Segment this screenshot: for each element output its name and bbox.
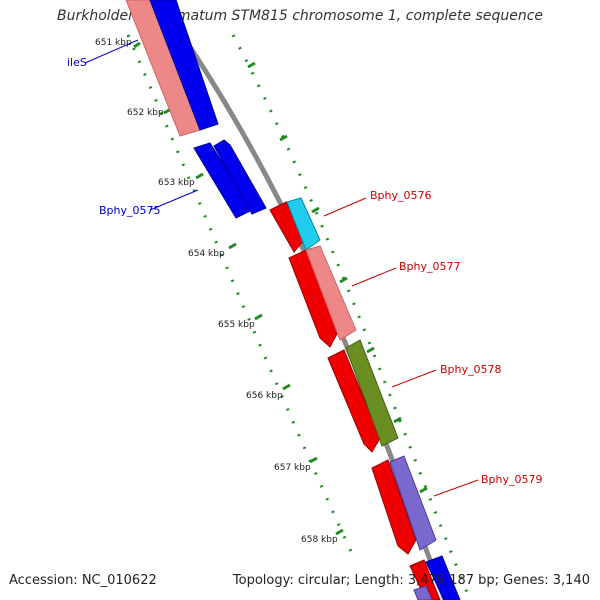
gene-blue-bottom <box>425 555 461 600</box>
tick-label-652: 652 kbp <box>127 108 164 118</box>
gene-light-blue <box>286 197 321 251</box>
tick-label-651: 651 kbp <box>95 38 132 48</box>
genome-summary-text: Topology: circular; Length: 3,479,187 bp… <box>232 573 590 588</box>
accession-text: Accession: NC_010622 <box>9 573 157 588</box>
tick-label-653: 653 kbp <box>158 178 195 188</box>
gene-label-bphy-0575[interactable]: Bphy_0575 <box>99 204 161 217</box>
tick-label-655: 655 kbp <box>218 320 255 330</box>
gene-red-4 <box>371 459 417 555</box>
tick-label-656: 656 kbp <box>246 391 283 401</box>
gene-red-3 <box>327 349 381 453</box>
major-ticks <box>133 41 428 536</box>
gene-lavender-bphy-0579 <box>389 455 437 551</box>
gene-blue-upper <box>149 0 219 131</box>
gene-label-bphy-0576[interactable]: Bphy_0576 <box>370 189 432 202</box>
gene-lavender-bottom <box>413 585 433 600</box>
gene-blue-bphy-0575-b <box>213 139 267 215</box>
gene-red-2 <box>288 249 339 348</box>
gene-label-bphy-0579[interactable]: Bphy_0579 <box>481 473 543 486</box>
gene-label-bphy-0577[interactable]: Bphy_0577 <box>399 260 461 273</box>
leader-lines <box>84 39 479 497</box>
gene-label-bphy-0578[interactable]: Bphy_0578 <box>440 363 502 376</box>
gene-label-iles[interactable]: ileS <box>67 56 87 69</box>
tick-track-outer <box>231 34 472 600</box>
tick-label-658: 658 kbp <box>301 535 338 545</box>
gene-light-red-bphy-0577 <box>305 245 357 341</box>
gene-olive-bphy-0578 <box>345 339 399 447</box>
tick-label-657: 657 kbp <box>274 463 311 473</box>
tick-track-inner <box>126 34 357 561</box>
tick-label-654: 654 kbp <box>188 249 225 259</box>
